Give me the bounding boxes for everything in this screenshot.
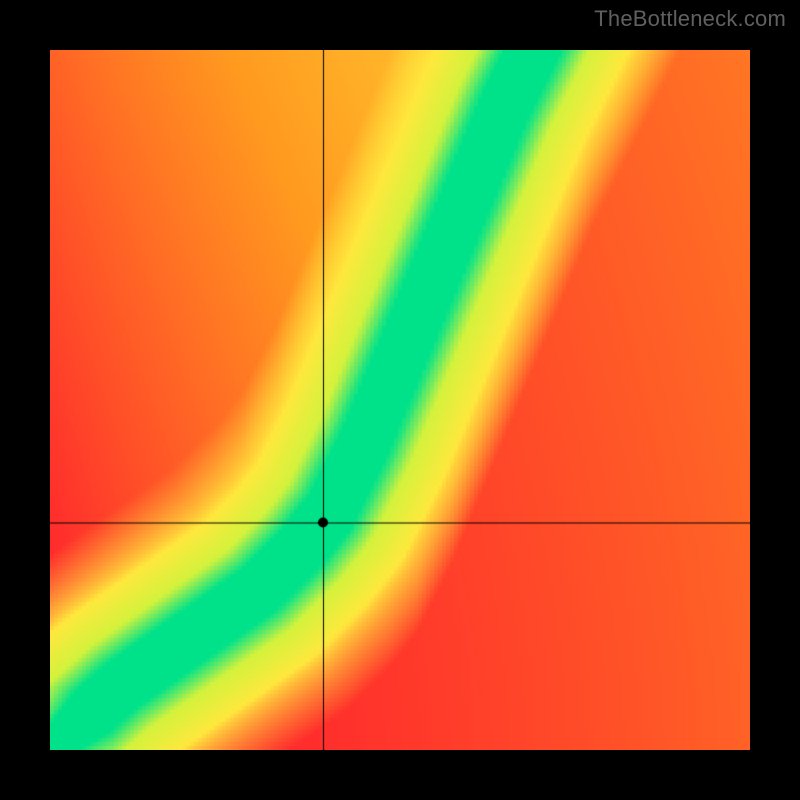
watermark-text: TheBottleneck.com: [594, 6, 786, 32]
heatmap-plot: [50, 50, 750, 750]
heatmap-canvas: [50, 50, 750, 750]
